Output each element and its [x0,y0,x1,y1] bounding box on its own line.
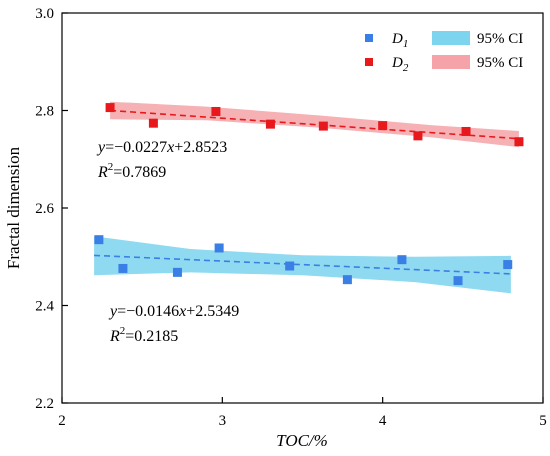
point-D2 [413,131,423,141]
point-D1 [94,235,104,245]
r-squared-D1: R2=0.2185 [109,325,178,345]
r-squared-D2: R2=0.7869 [97,161,166,181]
point-D2 [148,118,158,128]
fit-equation-D2: y=−0.0227x+2.8523 [96,139,227,156]
legend-marker-D2 [365,58,373,66]
point-D1 [397,255,407,265]
fit-line-D2 [110,109,520,140]
legend-label-D1: D1 [391,31,408,50]
point-D2 [318,121,328,131]
axis-ticks: 2 3 4 5 2.2 2.4 2.6 2.8 3.0 [35,6,547,429]
point-D2 [105,103,115,113]
point-D1 [118,263,128,273]
data-points [94,103,524,286]
y-axis-title: Fractal dimension [4,146,23,269]
legend-ci-swatch-D1 [432,31,470,45]
legend-marker-D1 [365,34,373,42]
y-tick-label: 2.2 [35,396,54,412]
x-tick-label: 2 [58,413,66,429]
x-tick-label: 5 [539,413,547,429]
point-D1 [285,261,295,271]
x-tick-label: 3 [219,413,227,429]
legend-ci-label-D1: 95% CI [477,31,523,47]
point-D1 [172,267,182,277]
ci-band-D1 [94,236,511,294]
legend-ci-label-D2: 95% CI [477,55,523,71]
y-tick-label: 2.4 [35,299,54,315]
y-tick-label: 2.6 [35,201,54,217]
point-D1 [214,243,224,253]
y-tick-label: 3.0 [35,6,54,22]
point-D2 [211,106,221,116]
legend: D1 95% CI D2 95% CI [365,31,523,74]
legend-ci-swatch-D2 [432,55,470,69]
fit-annotations: y=−0.0146x+2.5349 R2=0.2185 y=−0.0227x+2.8… [96,139,239,345]
point-D2 [461,126,471,136]
point-D1 [503,260,513,270]
point-D1 [453,276,463,286]
point-D2 [514,137,524,147]
y-tick-label: 2.8 [35,104,54,120]
point-D2 [265,119,275,129]
legend-label-D2: D2 [391,55,409,74]
point-D2 [378,121,388,131]
fit-equation-D1: y=−0.0146x+2.5349 [108,303,239,320]
point-D1 [342,275,352,285]
x-axis-title: TOC/% [276,431,328,450]
fit-lines [94,109,520,275]
x-tick-label: 4 [379,413,387,429]
